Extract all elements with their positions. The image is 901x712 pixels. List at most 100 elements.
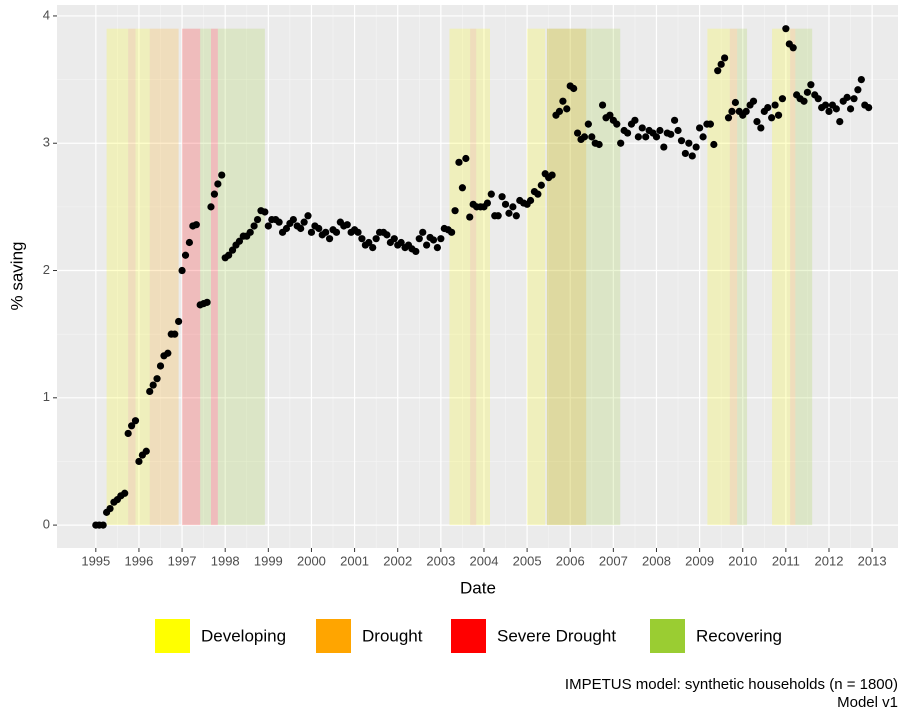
data-point <box>315 224 323 233</box>
phase-region <box>527 28 546 526</box>
data-point <box>642 133 650 141</box>
data-point <box>322 228 330 236</box>
data-point <box>261 208 269 216</box>
data-point <box>548 171 556 179</box>
data-point <box>688 152 696 160</box>
data-point <box>462 154 470 163</box>
phase-region <box>790 28 796 526</box>
data-point <box>570 84 578 93</box>
data-point <box>246 228 254 236</box>
data-point <box>358 235 366 243</box>
x-tick-label: 1998 <box>211 553 240 568</box>
data-point <box>455 158 463 166</box>
phase-region <box>737 28 748 526</box>
x-tick-label: 2003 <box>426 553 455 568</box>
data-point <box>656 126 664 135</box>
data-point <box>397 238 405 247</box>
data-point <box>652 133 661 141</box>
data-point <box>218 171 226 179</box>
data-point <box>325 235 334 243</box>
legend-key <box>650 619 685 653</box>
data-point <box>207 203 215 211</box>
data-point <box>250 222 258 230</box>
data-point <box>685 139 693 147</box>
data-point <box>509 203 517 211</box>
data-point <box>300 218 308 226</box>
data-point <box>512 212 520 220</box>
panel <box>57 5 898 548</box>
data-point <box>606 111 614 119</box>
data-point <box>717 60 725 68</box>
data-point <box>774 111 783 119</box>
x-tick-label: 2012 <box>815 553 844 568</box>
data-point <box>580 133 589 141</box>
data-point <box>146 387 154 396</box>
data-point <box>106 504 114 513</box>
caption: Model v1 <box>837 694 898 711</box>
data-point <box>121 489 129 497</box>
data-point <box>448 228 456 236</box>
data-point <box>836 117 844 126</box>
data-point <box>466 213 474 221</box>
legend-key <box>451 619 486 653</box>
data-point <box>559 97 567 105</box>
data-point <box>696 124 704 132</box>
data-point <box>753 117 761 126</box>
phase-region <box>200 28 211 526</box>
data-point <box>670 116 679 124</box>
data-point <box>731 98 740 107</box>
data-point <box>526 196 535 205</box>
data-point <box>131 417 140 425</box>
data-point <box>135 457 143 466</box>
data-point <box>800 97 808 105</box>
data-point <box>423 241 431 249</box>
data-point <box>156 362 165 370</box>
data-point <box>588 133 596 141</box>
data-point <box>613 120 621 128</box>
data-point <box>814 95 822 103</box>
data-point <box>573 129 582 137</box>
legend-label: Severe Drought <box>497 626 616 645</box>
data-point <box>390 235 398 243</box>
data-point <box>235 237 244 245</box>
data-point <box>778 95 787 103</box>
data-point <box>275 218 283 226</box>
x-tick-label: 2009 <box>685 553 714 568</box>
data-point <box>857 75 865 84</box>
legend-key <box>155 619 190 653</box>
x-axis-title: Date <box>460 578 496 597</box>
data-point <box>343 221 351 229</box>
data-point <box>674 126 682 135</box>
data-point <box>803 88 812 96</box>
data-point <box>178 266 186 275</box>
x-tick-label: 1997 <box>168 553 197 568</box>
data-point <box>595 140 603 149</box>
x-tick-label: 2002 <box>383 553 412 568</box>
data-point <box>142 447 150 455</box>
x-tick-label: 2001 <box>340 553 369 568</box>
data-point <box>419 228 427 236</box>
x-tick-label: 2006 <box>556 553 585 568</box>
data-point <box>487 190 495 198</box>
data-point <box>149 381 157 389</box>
data-point <box>494 212 502 220</box>
data-point <box>433 244 441 252</box>
data-point <box>483 199 492 207</box>
data-point <box>501 200 510 208</box>
data-point <box>728 107 736 116</box>
data-point <box>415 235 423 243</box>
data-point <box>181 251 190 259</box>
data-point <box>660 143 668 151</box>
plot-area <box>57 5 898 548</box>
data-point <box>764 103 772 112</box>
legend-label: Developing <box>201 626 286 645</box>
data-point <box>369 244 377 252</box>
x-tick-label: 1995 <box>81 553 110 568</box>
y-tick-label: 3 <box>43 135 50 150</box>
data-point <box>692 143 700 151</box>
phase-region <box>707 28 730 526</box>
data-point <box>537 181 545 189</box>
data-point <box>724 114 733 122</box>
data-point <box>742 107 750 116</box>
